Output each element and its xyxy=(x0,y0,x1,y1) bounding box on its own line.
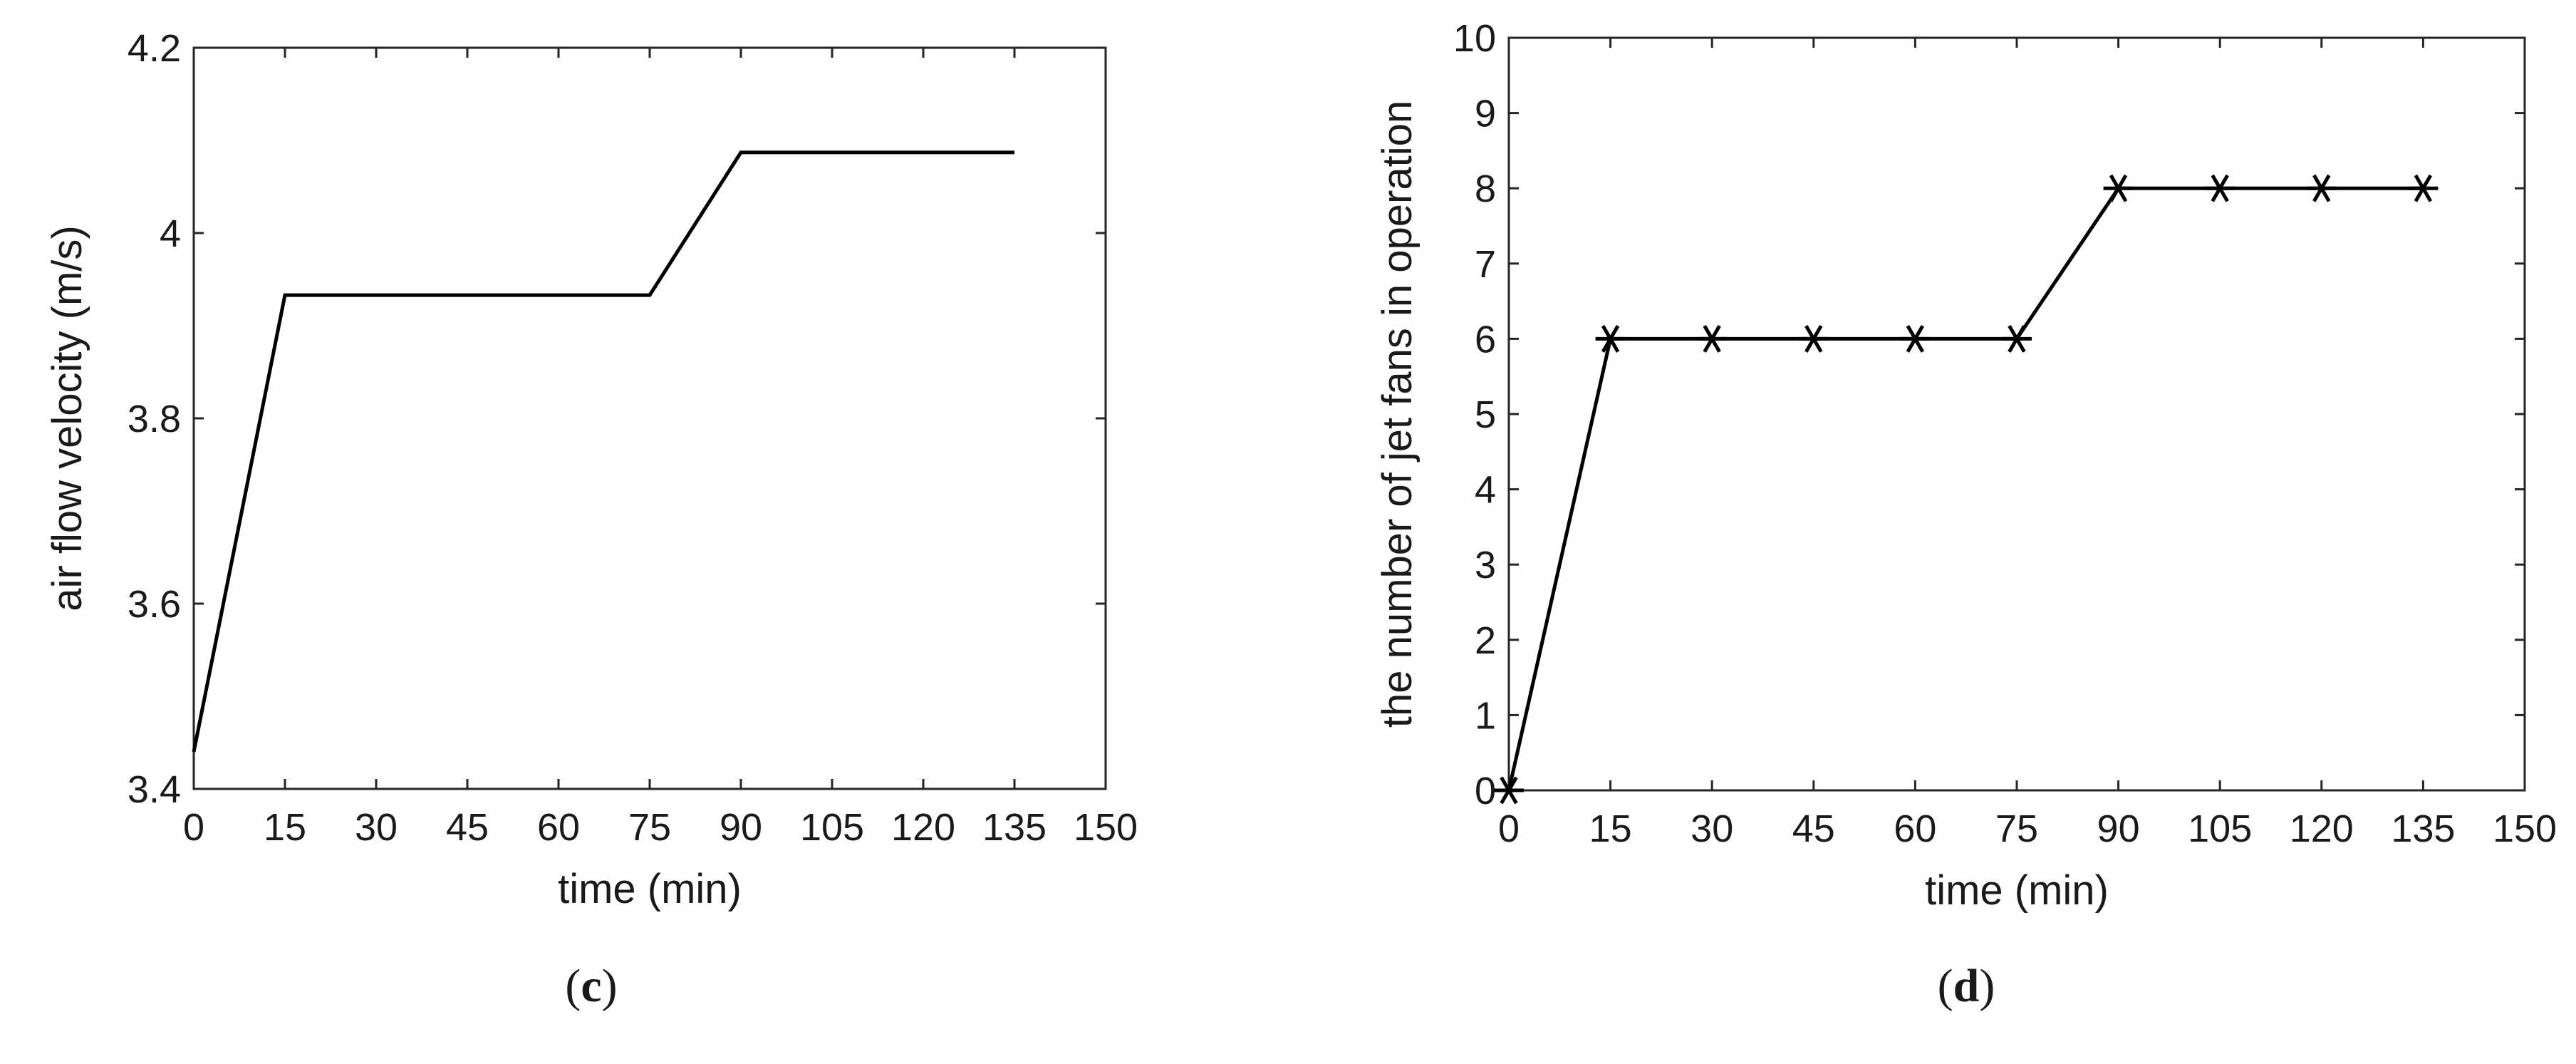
asterisk-stroke xyxy=(2414,174,2433,202)
y-tick-label: 3.6 xyxy=(128,583,181,626)
asterisk-stroke xyxy=(2008,324,2026,353)
y-tick-label: 0 xyxy=(1475,770,1496,812)
x-tick-label: 0 xyxy=(1498,807,1520,850)
caption-close-paren: ) xyxy=(602,960,618,1012)
data-point-asterisk xyxy=(2408,174,2439,202)
data-point-asterisk xyxy=(1798,324,1829,353)
y-tick-label: 9 xyxy=(1475,93,1496,135)
y-axis-label: air flow velocity (m/s) xyxy=(44,225,90,611)
x-tick-label: 90 xyxy=(720,806,762,849)
x-axis-label: time (min) xyxy=(558,866,742,912)
data-point-asterisk xyxy=(2205,174,2235,202)
data-point-asterisk xyxy=(1494,776,1524,805)
x-tick-label: 60 xyxy=(1894,807,1936,850)
caption-letter: d xyxy=(1953,960,1980,1012)
data-point-asterisk xyxy=(1595,324,1626,353)
data-point-asterisk xyxy=(2306,174,2337,202)
y-tick-label: 6 xyxy=(1475,318,1496,361)
x-tick-label: 30 xyxy=(355,806,398,849)
y-tick-label: 5 xyxy=(1475,393,1496,436)
asterisk-stroke xyxy=(1500,776,1518,805)
y-tick-label: 4 xyxy=(1475,469,1496,512)
plot-area-frame xyxy=(192,46,1107,790)
y-axis-label: the number of jet fans in operation xyxy=(1374,100,1421,728)
x-tick-label: 90 xyxy=(2097,807,2140,850)
y-tick-label: 7 xyxy=(1475,243,1496,286)
x-tick-label: 0 xyxy=(183,806,204,849)
y-tick-label: 8 xyxy=(1475,167,1496,210)
x-axis-label: time (min) xyxy=(1925,867,2109,914)
data-point-asterisk xyxy=(2002,324,2032,353)
y-tick-label: 2 xyxy=(1475,619,1496,662)
x-tick-label: 150 xyxy=(1074,806,1138,849)
panel-caption: (d) xyxy=(1938,960,1995,1012)
panel-d: 0 15 30 45 60 75 90 105 120 135 150012345678910tim… xyxy=(1374,17,2557,1012)
x-tick-label: 45 xyxy=(446,806,489,849)
panel-caption: (c) xyxy=(565,960,617,1012)
y-tick-label: 1 xyxy=(1475,694,1496,737)
x-tick-label: 75 xyxy=(628,806,671,849)
panel-c: 0 15 30 45 60 75 90 105 120 135 150 3.4 3.6 3.8 4 4.2 ti… xyxy=(44,27,1138,1012)
asterisk-stroke xyxy=(1804,324,1823,353)
caption-close-paren: ) xyxy=(1979,960,1995,1012)
x-tick-label: 15 xyxy=(264,806,306,849)
y-tick-label: 4 xyxy=(160,212,181,255)
y-tick-label: 3 xyxy=(1475,544,1496,587)
caption-letter: c xyxy=(581,960,601,1012)
x-tick-label: 15 xyxy=(1589,807,1632,850)
data-point-asterisk xyxy=(2103,174,2134,202)
data-point-asterisk xyxy=(1900,324,1931,353)
x-tick-label: 105 xyxy=(800,806,864,849)
y-tick-label: 3.8 xyxy=(128,398,181,440)
asterisk-stroke xyxy=(2211,174,2229,202)
series-line-0 xyxy=(192,150,1014,753)
series-line-0 xyxy=(1507,186,2424,791)
y-tick-label: 10 xyxy=(1453,17,1496,60)
x-tick-label: 120 xyxy=(2290,807,2354,850)
y-tick-label: 4.2 xyxy=(128,27,181,70)
x-tick-label: 75 xyxy=(1995,807,2038,850)
caption-open-paren: ( xyxy=(1938,960,1953,1012)
x-tick-label: 45 xyxy=(1792,807,1835,850)
x-tick-label: 135 xyxy=(982,806,1046,849)
y-tick-label: 3.4 xyxy=(128,768,181,811)
caption-open-paren: ( xyxy=(565,960,581,1012)
x-tick-label: 30 xyxy=(1690,807,1733,850)
asterisk-stroke xyxy=(1703,324,1721,353)
x-tick-label: 60 xyxy=(537,806,580,849)
x-tick-label: 105 xyxy=(2188,807,2252,850)
x-tick-label: 135 xyxy=(2391,807,2455,850)
asterisk-stroke xyxy=(2312,174,2331,202)
x-tick-label: 120 xyxy=(891,806,955,849)
plot-area-frame xyxy=(1507,36,2526,792)
x-tick-label: 150 xyxy=(2493,807,2557,850)
data-point-asterisk xyxy=(1697,324,1728,353)
asterisk-stroke xyxy=(2109,174,2128,202)
asterisk-stroke xyxy=(1906,324,1925,353)
asterisk-stroke xyxy=(1601,324,1620,353)
